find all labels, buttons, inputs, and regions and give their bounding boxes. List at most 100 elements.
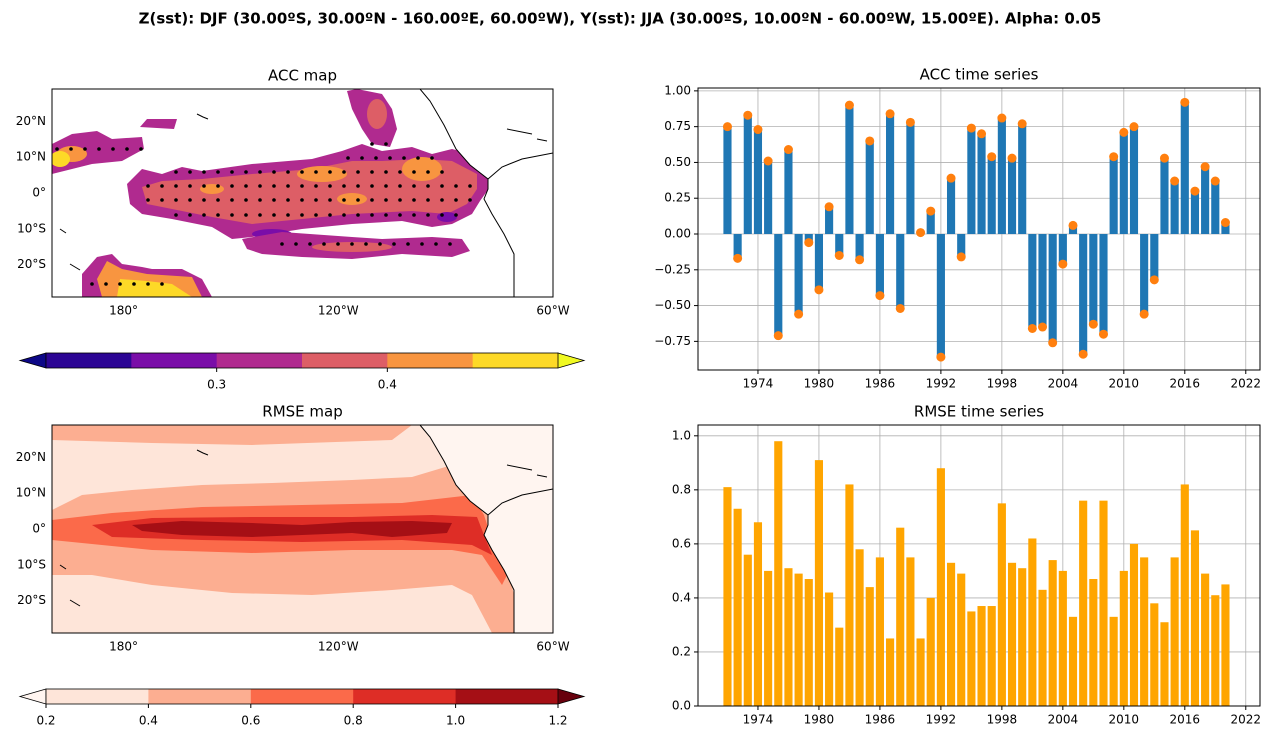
colorbar-segment (250, 689, 354, 704)
bar (896, 527, 905, 706)
bar (784, 568, 793, 706)
y-tick-label: −0.75 (654, 334, 691, 348)
bar (1211, 181, 1220, 235)
bar (835, 234, 844, 256)
stipple-dot (118, 282, 122, 286)
stipple-dot (426, 198, 430, 202)
stipple-dot (139, 147, 143, 151)
bar (1129, 126, 1139, 235)
stipple-dot (378, 242, 382, 246)
point (763, 156, 773, 166)
bar (997, 503, 1006, 706)
bar (814, 234, 824, 290)
point (1078, 349, 1088, 359)
bar (1160, 622, 1169, 706)
bar (1099, 500, 1108, 706)
stipple-dot (230, 170, 234, 174)
bar (865, 140, 874, 235)
bar (946, 562, 956, 706)
map-title: RMSE map (262, 403, 342, 421)
x-tick-label: 2016 (1170, 377, 1201, 391)
stipple-dot (188, 198, 192, 202)
bar (1048, 234, 1057, 343)
point (1200, 162, 1210, 172)
stipple-dot (328, 170, 332, 174)
y-tick-label: 0.8 (672, 482, 691, 496)
stipple-dot (286, 184, 290, 188)
stipple-dot (174, 213, 178, 217)
x-tick-label: 1980 (804, 713, 835, 727)
stipple-dot (402, 156, 406, 160)
bar (784, 149, 793, 235)
stipple-dot (286, 213, 290, 217)
stipple-dot (392, 242, 396, 246)
point (1109, 152, 1119, 162)
map-frame (51, 88, 554, 298)
bar (906, 122, 915, 235)
x-tick-label: 2004 (1048, 713, 1079, 727)
bar (1129, 543, 1139, 706)
lat-tick-label: 20°N (16, 450, 46, 464)
point (722, 122, 732, 132)
stipple-dot (258, 184, 262, 188)
stipple-dot (174, 184, 178, 188)
stipple-dot (370, 170, 374, 174)
colorbar-under (18, 688, 47, 705)
point (824, 202, 834, 212)
stipple-dot (202, 213, 206, 217)
stipple-dot (336, 242, 340, 246)
bar (774, 234, 783, 336)
x-tick-label: 2004 (1048, 377, 1079, 391)
stipple-dot (272, 170, 276, 174)
stipple-dot (398, 170, 402, 174)
stipple-dot (308, 242, 312, 246)
stipple-dot (322, 242, 326, 246)
bar (936, 234, 945, 358)
stipple-dot (272, 198, 276, 202)
point (987, 152, 997, 162)
point (814, 285, 824, 295)
stipple-dot (360, 156, 364, 160)
colorbar-segment (455, 689, 559, 704)
stipple-dot (454, 198, 458, 202)
point (804, 238, 814, 248)
point (926, 206, 936, 216)
bar (1089, 579, 1098, 706)
lat-tick-label: 10°N (16, 486, 46, 500)
point (956, 252, 966, 262)
y-tick-label: 0.75 (664, 119, 691, 133)
colorbar-tick-label: 0.6 (241, 714, 260, 728)
bar (814, 460, 824, 706)
lon-tick-label: 60°W (536, 640, 569, 654)
lat-tick-label: 0° (32, 186, 46, 200)
point (1017, 119, 1027, 129)
stipple-dot (426, 170, 430, 174)
point (1098, 329, 1108, 339)
stipple-dot (342, 198, 346, 202)
y-tick-label: 0.25 (664, 191, 691, 205)
x-tick-label: 1992 (926, 713, 957, 727)
point (773, 331, 783, 341)
lon-tick-label: 180° (109, 304, 138, 318)
bar (1119, 132, 1128, 235)
stipple-dot (244, 213, 248, 217)
colorbar-tick-label: 0.3 (207, 378, 226, 392)
point (905, 117, 915, 127)
stipple-dot (111, 147, 115, 151)
stipple-dot (216, 170, 220, 174)
point (1159, 153, 1169, 163)
stipple-dot (412, 170, 416, 174)
bar (1180, 484, 1189, 706)
rmse-map-field (52, 425, 553, 633)
bar (1109, 156, 1118, 235)
bar (1079, 500, 1088, 706)
point (916, 228, 926, 238)
stipple-dot (280, 242, 284, 246)
stipple-dot (97, 147, 101, 151)
bar (794, 573, 803, 706)
stipple-dot (230, 184, 234, 188)
y-tick-label: 0.2 (672, 644, 691, 658)
axes-frame (697, 87, 1261, 371)
stipple-dot (244, 198, 248, 202)
y-tick-label: 0.50 (664, 155, 691, 169)
